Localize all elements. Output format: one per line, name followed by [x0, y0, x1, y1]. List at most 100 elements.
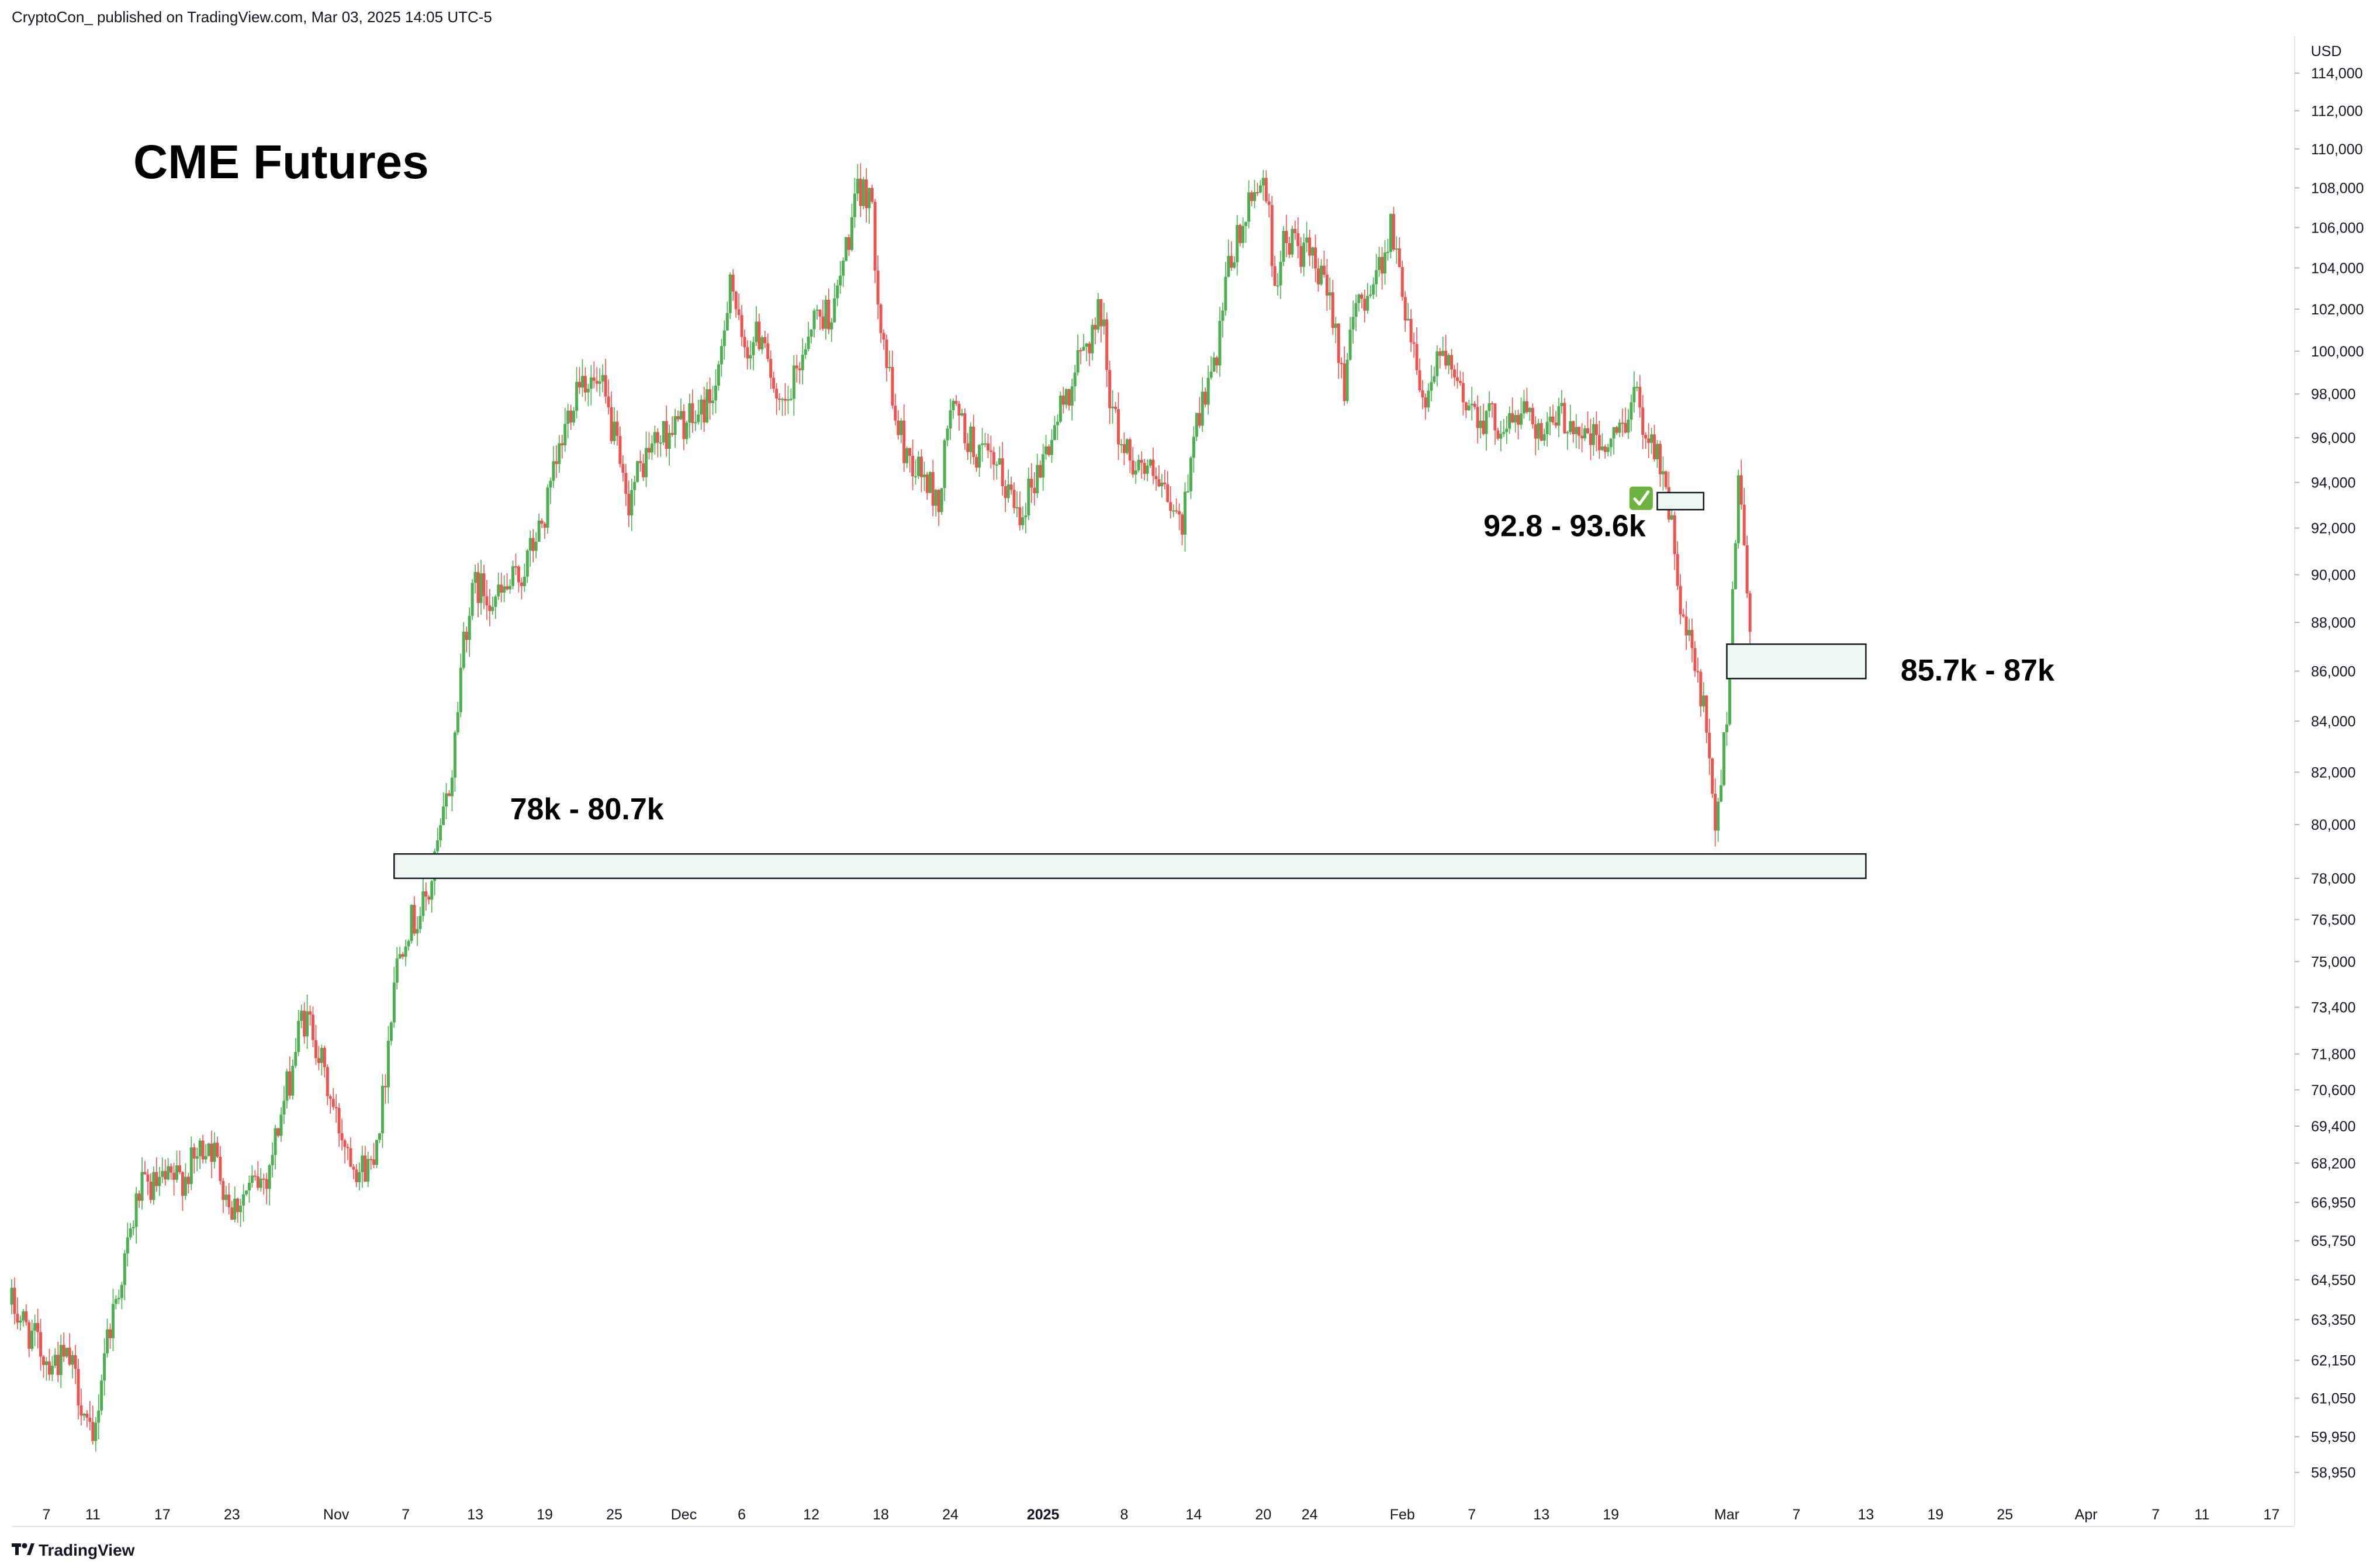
candle [853, 178, 856, 228]
candle [645, 431, 648, 487]
candle [1288, 236, 1291, 258]
tradingview-logo-icon [12, 1543, 34, 1555]
candle [1551, 404, 1555, 425]
support-zone-box[interactable] [1726, 643, 1867, 680]
support-zone-box[interactable] [393, 853, 1867, 880]
candle [500, 572, 503, 603]
candle [1250, 190, 1254, 206]
tradingview-logo[interactable]: TradingView [12, 1541, 135, 1559]
candle [242, 1184, 245, 1222]
candle [833, 283, 836, 323]
candle [22, 1308, 25, 1327]
candle [940, 488, 943, 515]
price-tick-label: 82,000 [2311, 764, 2355, 781]
candle [1458, 371, 1462, 386]
candle [1166, 471, 1170, 503]
candle [491, 596, 494, 615]
candle [1542, 428, 1546, 446]
candle [68, 1333, 71, 1366]
candle [97, 1394, 101, 1440]
candle [1117, 392, 1120, 461]
candle [1589, 418, 1592, 461]
candle [56, 1341, 60, 1383]
time-tick-label: 11 [2194, 1507, 2209, 1523]
candle [1154, 467, 1158, 491]
candle [167, 1158, 170, 1180]
candle [1615, 425, 1618, 435]
candle [1482, 404, 1485, 436]
candle [1146, 459, 1149, 482]
candle [314, 1024, 317, 1065]
time-tick-label: 12 [803, 1507, 819, 1523]
candle [1415, 327, 1419, 375]
candle [479, 559, 483, 615]
candle [804, 343, 807, 359]
candle [372, 1142, 376, 1168]
candle [1175, 498, 1178, 514]
candle [297, 1010, 300, 1056]
time-axis[interactable]: 7 11 17 23 Nov 7 13 19 25 Dec 6 12 18 24 2025 8 14 20 24 Fe… [43, 1507, 2280, 1523]
candle [1372, 277, 1375, 299]
candle [1554, 411, 1558, 428]
candle [465, 626, 468, 653]
candle [189, 1136, 193, 1190]
candle [337, 1103, 341, 1147]
candle [1441, 336, 1445, 357]
support-zone-box[interactable] [1656, 491, 1705, 511]
candle [1381, 247, 1384, 290]
candle [1418, 358, 1421, 393]
candle [1378, 247, 1381, 277]
candle [488, 588, 492, 626]
candle [922, 461, 926, 491]
price-axis[interactable]: 114,000 112,000 110,000 108,000 106,000 104,0… [2295, 65, 2364, 1481]
candle [1632, 371, 1636, 413]
candle [416, 916, 419, 946]
price-tick-label: 73,400 [2311, 1000, 2355, 1016]
candle [1702, 682, 1706, 712]
candle [1230, 241, 1233, 271]
candle [665, 405, 668, 457]
candle [986, 434, 990, 459]
candle [19, 1315, 22, 1331]
candle [688, 394, 691, 438]
candle [714, 369, 718, 414]
candle [850, 203, 853, 252]
candle [91, 1405, 95, 1445]
time-tick-label: 7 [2151, 1507, 2160, 1523]
candle [1502, 418, 1506, 437]
candle [1618, 419, 1621, 438]
candle [639, 450, 642, 472]
price-tick-label: 69,400 [2311, 1119, 2355, 1135]
candle [392, 967, 396, 1028]
price-tick-label: 106,000 [2311, 220, 2364, 236]
candle [1488, 391, 1491, 418]
candle [439, 818, 442, 847]
candle [74, 1345, 77, 1384]
candle [1105, 312, 1109, 387]
price-tick-label: 59,950 [2311, 1429, 2355, 1446]
candle [184, 1163, 187, 1200]
price-tick-label: 110,000 [2311, 141, 2363, 158]
candle [1334, 317, 1337, 344]
candle [656, 428, 659, 458]
candle [604, 358, 607, 404]
candle [549, 477, 552, 504]
candle [1039, 460, 1042, 479]
candle [1600, 433, 1604, 451]
candle [1690, 618, 1694, 663]
candle [1102, 302, 1106, 335]
candle [1742, 487, 1746, 546]
candle [1609, 438, 1613, 456]
time-tick-label: 24 [1302, 1507, 1318, 1523]
candle [1064, 388, 1068, 409]
candle [1282, 226, 1285, 266]
candle [380, 1074, 384, 1148]
candle [79, 1389, 83, 1426]
candle [134, 1187, 138, 1244]
candle [1224, 262, 1227, 316]
candle [161, 1157, 164, 1183]
candle [250, 1165, 254, 1188]
candle [1363, 289, 1367, 323]
candle [722, 320, 726, 360]
